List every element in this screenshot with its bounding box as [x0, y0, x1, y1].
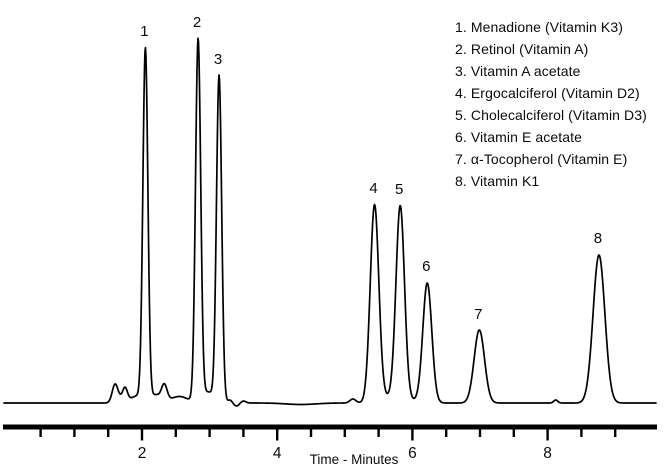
peak-label-8: 8	[594, 230, 602, 247]
legend-item: 3. Vitamin A acetate	[455, 63, 581, 79]
x-axis-tick-label: 4	[273, 445, 282, 462]
legend-item: 5. Cholecalciferol (Vitamin D3)	[455, 107, 647, 123]
legend-item: 2. Retinol (Vitamin A)	[455, 41, 589, 57]
legend-item: 8. Vitamin K1	[455, 173, 540, 189]
x-axis-tick-label: 6	[408, 445, 417, 462]
peak-label-5: 5	[395, 181, 403, 198]
legend-item: 4. Ergocalciferol (Vitamin D2)	[455, 85, 640, 101]
legend-item: 1. Menadione (Vitamin K3)	[455, 19, 623, 35]
legend-item: 6. Vitamin E acetate	[455, 129, 583, 145]
x-axis-tick-label: 2	[138, 445, 147, 462]
peak-label-3: 3	[214, 51, 222, 68]
peak-label-4: 4	[369, 180, 377, 197]
peak-label-7: 7	[474, 306, 482, 323]
x-axis-tick-label: 8	[543, 445, 552, 462]
x-axis-title: Time - Minutes	[310, 452, 399, 467]
chromatogram-trace	[3, 37, 657, 407]
peak-label-6: 6	[422, 258, 430, 275]
peak-label-1: 1	[140, 23, 148, 40]
legend-item: 7. α-Tocopherol (Vitamin E)	[455, 151, 628, 167]
peak-legend: 1. Menadione (Vitamin K3) 2. Retinol (Vit…	[455, 16, 647, 192]
peak-label-2: 2	[193, 14, 201, 31]
x-axis-line	[3, 424, 657, 430]
